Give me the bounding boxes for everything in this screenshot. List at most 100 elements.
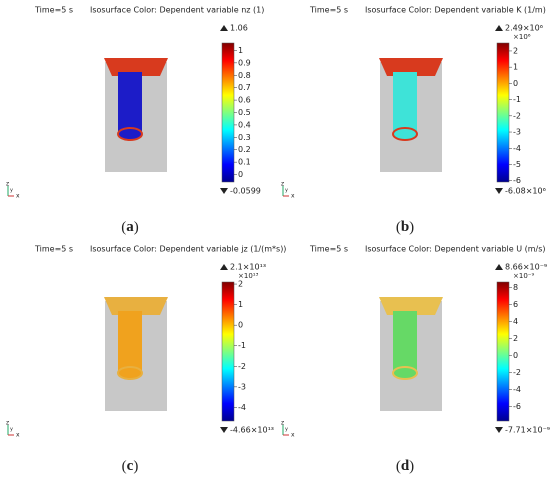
- tick-label: -6: [513, 176, 521, 185]
- max-arrow: [220, 264, 228, 270]
- min-label: -7.71×10⁻⁹: [505, 426, 550, 435]
- min-arrow: [495, 188, 503, 194]
- time-label: Time=5 s: [34, 245, 73, 254]
- triad-label: x: [16, 432, 20, 439]
- tick-label: 4: [513, 317, 518, 326]
- tick-label: 1: [238, 46, 243, 55]
- tick-label: 2: [238, 280, 243, 289]
- tick-label: -2: [513, 368, 521, 377]
- triad-label: z: [281, 420, 284, 427]
- tick-label: -3: [238, 382, 246, 391]
- plot-title: Isosurface Color: Dependent variable jz …: [90, 245, 286, 254]
- triad-label: y: [10, 188, 13, 194]
- tick-label: 8: [513, 283, 518, 292]
- plot-title: Isosurface Color: Dependent variable nz …: [90, 6, 264, 15]
- tick-label: 0.8: [238, 71, 251, 80]
- tick-label: 0.7: [238, 83, 251, 92]
- triad-label: x: [291, 432, 295, 439]
- tick-label: -4: [238, 403, 246, 412]
- rod-end: [392, 366, 418, 380]
- rim: [379, 297, 443, 315]
- tick-label: 0: [238, 321, 243, 330]
- rod: [393, 72, 417, 134]
- panel: Time=5 s Isosurface Color: Dependent vari…: [281, 245, 550, 475]
- max-arrow: [495, 264, 503, 270]
- caption-letter: d: [401, 458, 410, 474]
- min-arrow: [495, 427, 503, 433]
- tick-label: 0: [513, 351, 518, 360]
- rim: [104, 58, 168, 76]
- colorbar: [221, 281, 235, 422]
- colorbar: [496, 281, 510, 422]
- tick-label: -4: [513, 385, 521, 394]
- panel: Time=5 s Isosurface Color: Dependent vari…: [6, 245, 286, 475]
- triad-label: z: [281, 181, 284, 188]
- panel: Time=5 s Isosurface Color: Dependent vari…: [6, 6, 264, 236]
- min-arrow: [220, 188, 228, 194]
- tick-label: 0: [238, 170, 243, 179]
- rod: [118, 311, 142, 373]
- tick-label: -1: [513, 95, 521, 104]
- rim: [379, 58, 443, 76]
- triad-label: y: [10, 427, 13, 433]
- max-arrow: [495, 25, 503, 31]
- tick-label: 0.6: [238, 96, 251, 105]
- caption-letter: b: [401, 219, 409, 235]
- rod-end: [392, 127, 418, 141]
- time-label: Time=5 s: [309, 245, 348, 254]
- caption-letter: a: [126, 219, 134, 235]
- tick-label: -2: [238, 362, 246, 371]
- rod-end: [117, 127, 143, 141]
- tick-label: -1: [238, 341, 246, 350]
- tick-label: -2: [513, 111, 521, 120]
- rod-end: [117, 366, 143, 380]
- tick-label: 0.3: [238, 133, 251, 142]
- max-label: 2.49×10⁶: [505, 24, 543, 33]
- triad-label: x: [16, 193, 20, 200]
- colorbar: [496, 42, 510, 183]
- exponent-label: ×10⁻⁹: [513, 272, 534, 280]
- max-arrow: [220, 25, 228, 31]
- rim: [104, 297, 168, 315]
- caption: (a): [121, 219, 139, 235]
- tick-label: 0.4: [238, 120, 251, 129]
- triad-label: z: [6, 181, 9, 188]
- caption: (b): [396, 219, 414, 235]
- tick-label: -5: [513, 160, 521, 169]
- tick-label: 0.9: [238, 58, 251, 67]
- rod: [118, 72, 142, 134]
- triad-label: y: [285, 427, 288, 433]
- tick-label: -3: [513, 128, 521, 137]
- tick-label: -4: [513, 144, 521, 153]
- caption: (d): [396, 458, 414, 474]
- triad-label: y: [285, 188, 288, 194]
- tick-label: -6: [513, 402, 521, 411]
- min-arrow: [220, 427, 228, 433]
- tick-label: 2: [513, 334, 518, 343]
- tick-label: 0.1: [238, 158, 251, 167]
- tick-label: 0.5: [238, 108, 251, 117]
- time-label: Time=5 s: [34, 6, 73, 15]
- min-label: -6.08×10⁶: [505, 187, 546, 196]
- tick-label: 2: [513, 46, 518, 55]
- caption: (c): [122, 458, 139, 474]
- max-label: 2.1×10¹³: [230, 263, 266, 272]
- caption-letter: c: [127, 458, 134, 474]
- min-label: -4.66×10¹³: [230, 426, 274, 435]
- max-label: 8.66×10⁻⁹: [505, 263, 547, 272]
- panel: Time=5 s Isosurface Color: Dependent vari…: [281, 6, 546, 236]
- triad-label: z: [6, 420, 9, 427]
- triad-label: x: [291, 193, 295, 200]
- plot-title: Isosurface Color: Dependent variable K (…: [365, 6, 546, 15]
- tick-label: 1: [513, 63, 518, 72]
- tick-label: 1: [238, 300, 243, 309]
- min-label: -0.0599: [230, 187, 261, 196]
- tick-label: 0.2: [238, 145, 251, 154]
- max-label: 1.06: [230, 24, 248, 33]
- tick-label: 6: [513, 300, 518, 309]
- exponent-label: ×10¹³: [238, 272, 259, 280]
- colorbar: [221, 42, 235, 183]
- exponent-label: ×10⁶: [513, 33, 531, 41]
- tick-label: 0: [513, 79, 518, 88]
